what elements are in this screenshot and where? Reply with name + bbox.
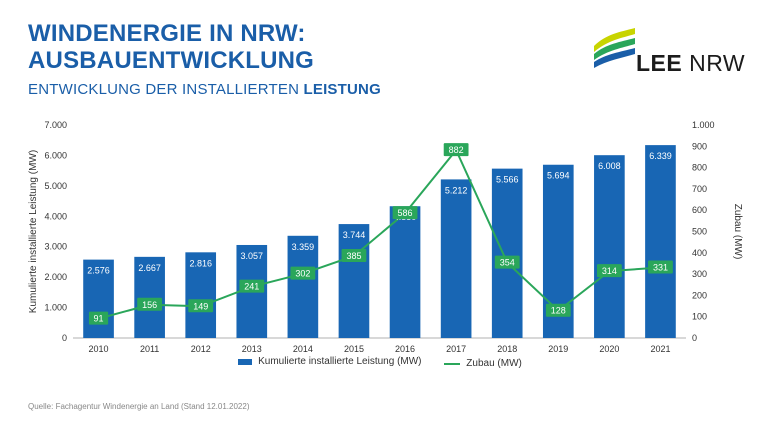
lee-nrw-logo xyxy=(592,24,742,80)
legend-bar-label: Kumulierte installierte Leistung (MW) xyxy=(258,356,422,367)
y2-tick-label: 100 xyxy=(692,312,707,322)
x-tick-label: 2010 xyxy=(89,344,109,354)
y-tick-label: 2.000 xyxy=(44,272,67,282)
bar xyxy=(287,235,319,338)
x-tick-label: 2013 xyxy=(242,344,262,354)
y2-tick-label: 800 xyxy=(692,163,707,173)
title-line-1: WINDENERGIE IN NRW: xyxy=(28,20,306,47)
y2-tick-label: 400 xyxy=(692,248,707,258)
legend-item-bar: Kumulierte installierte Leistung (MW) xyxy=(238,356,422,367)
y2-tick-label: 700 xyxy=(692,184,707,194)
y-tick-label: 6.000 xyxy=(44,150,67,160)
y2-tick-label: 500 xyxy=(692,227,707,237)
bar xyxy=(440,179,472,338)
line-point-label: 149 xyxy=(193,301,208,311)
y2-axis-title: Zubau (MW) xyxy=(732,204,743,260)
line-point-label: 586 xyxy=(398,208,413,218)
subtitle-bold: LEISTUNG xyxy=(303,81,381,98)
y-tick-label: 4.000 xyxy=(44,211,67,221)
x-tick-label: 2017 xyxy=(446,344,466,354)
y-axis-title: Kumulierte installierte Leistung (MW) xyxy=(28,150,39,313)
line-point-label-box xyxy=(88,311,109,325)
line-point-label-box xyxy=(239,279,265,293)
x-tick-label: 2018 xyxy=(497,344,517,354)
x-tick-label: 2016 xyxy=(395,344,415,354)
x-tick-label: 2015 xyxy=(344,344,364,354)
line-point-label-box xyxy=(648,260,673,274)
line-point-label: 302 xyxy=(295,269,310,279)
legend-line-swatch xyxy=(444,362,461,365)
chart-legend: Kumulierte installierte Leistung (MW) Zu… xyxy=(0,356,760,369)
bar-value-label: 5.212 xyxy=(445,185,468,195)
bar xyxy=(338,224,370,338)
bar-value-label: 5.566 xyxy=(496,175,519,185)
y-tick-label: 0 xyxy=(62,333,67,343)
bar-value-label: 2.816 xyxy=(189,258,212,268)
y2-tick-label: 600 xyxy=(692,205,707,215)
x-tick-label: 2012 xyxy=(191,344,211,354)
line-point-label: 314 xyxy=(602,266,617,276)
logo-lee: LEE xyxy=(636,50,683,76)
y-tick-label: 5.000 xyxy=(44,181,67,191)
line-point-label-box xyxy=(188,299,214,313)
page-title: WINDENERGIE IN NRW: AUSBAUENTWICKLUNG xyxy=(28,20,314,74)
bar xyxy=(389,206,421,338)
logo-text: LEE NRW xyxy=(636,50,745,77)
bar-value-label: 2.667 xyxy=(138,263,161,273)
line-point-label-box xyxy=(545,303,571,317)
source-note: Quelle: Fachagentur Windenergie an Land … xyxy=(28,402,250,411)
y2-tick-label: 300 xyxy=(692,269,707,279)
bar-value-label: 3.744 xyxy=(343,230,366,240)
bar-value-label: 5.694 xyxy=(547,171,570,181)
x-tick-label: 2020 xyxy=(599,344,619,354)
y-tick-label: 3.000 xyxy=(44,242,67,252)
line-point-label: 128 xyxy=(551,306,566,316)
line-point-label: 91 xyxy=(94,314,104,324)
bar-value-label: 3.057 xyxy=(241,251,264,261)
bar-value-label: 2.576 xyxy=(87,266,110,276)
x-tick-label: 2014 xyxy=(293,344,313,354)
line-point-label: 156 xyxy=(142,300,157,310)
line-point-label-box xyxy=(392,206,418,220)
y2-tick-label: 0 xyxy=(692,333,697,343)
line-point-label-box xyxy=(494,255,520,269)
bar-value-label: 6.339 xyxy=(649,151,672,161)
line-point-label: 331 xyxy=(653,262,668,272)
bar xyxy=(83,259,114,338)
line-point-label-box xyxy=(137,297,163,311)
line-point-label-box xyxy=(290,266,316,280)
bar xyxy=(491,168,523,338)
bar xyxy=(185,252,217,338)
line-point-label: 241 xyxy=(244,282,259,292)
line-point-label: 385 xyxy=(346,251,361,261)
y2-tick-label: 1.000 xyxy=(692,120,715,130)
y-tick-label: 7.000 xyxy=(44,120,67,130)
x-tick-label: 2021 xyxy=(650,344,670,354)
zubau-line xyxy=(98,148,661,320)
legend-line-label: Zubau (MW) xyxy=(466,358,522,369)
y2-tick-label: 900 xyxy=(692,141,707,151)
legend-item-line: Zubau (MW) xyxy=(444,358,522,369)
bar-value-label: 3.359 xyxy=(292,242,315,252)
logo-nrw: NRW xyxy=(689,50,746,76)
bar-value-label: 6.008 xyxy=(598,161,621,171)
bar xyxy=(645,145,676,338)
subtitle-main: ENTWICKLUNG DER INSTALLIERTEN xyxy=(28,81,304,98)
wind-energy-chart: 0 1.000 2.000 3.000 4.000 5.000 6.000 7.000 0 100… xyxy=(28,120,743,354)
line-point-label-box xyxy=(596,264,622,278)
bar xyxy=(594,155,625,338)
bar xyxy=(134,256,165,338)
line-point-label: 882 xyxy=(449,145,464,155)
x-tick-label: 2011 xyxy=(140,344,159,354)
y2-tick-label: 200 xyxy=(692,290,707,300)
y-tick-label: 1.000 xyxy=(44,303,67,313)
title-line-2: AUSBAUENTWICKLUNG xyxy=(28,47,315,74)
legend-bar-swatch xyxy=(238,358,253,365)
x-tick-label: 2019 xyxy=(548,344,568,354)
line-point-label-box xyxy=(341,248,367,262)
line-point-label: 354 xyxy=(500,258,515,268)
logo-waves-icon xyxy=(594,28,635,68)
page-subtitle: ENTWICKLUNG DER INSTALLIERTEN LEISTUNG xyxy=(28,81,381,98)
line-point-label-box xyxy=(443,143,469,157)
